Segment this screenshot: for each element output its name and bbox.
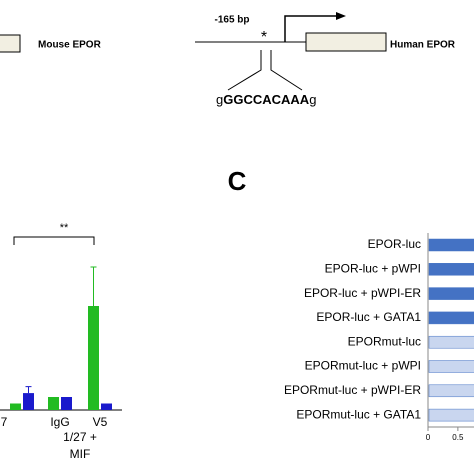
human-label: Human EPOR [390,40,456,51]
x-tick-label: IgG [50,415,69,429]
sequence: gGGCCACAAAg [216,92,316,107]
group-label: MIF [70,447,91,461]
bar [428,238,474,252]
seq-suffix: g [309,92,316,107]
error-bar [25,386,32,394]
bar [48,397,59,410]
x-tick-label: 7 [1,415,8,429]
y-tick-label: EPORmut-luc + pWPI-ER [284,383,421,397]
y-tick-label: EPOR-luc [368,237,421,251]
arrow-head [336,12,346,20]
human-gene-box [305,32,387,52]
y-tick-label: EPORmut-luc [348,334,421,348]
tss-arrow [284,15,340,42]
bar [61,397,72,410]
x-tick-label: 0 [426,433,431,442]
bar [428,287,474,300]
y-tick-label: EPOR-luc + pWPI-ER [304,286,421,300]
bar [428,335,474,349]
bar [88,306,99,410]
bar [428,263,474,276]
y-tick-label: EPORmut-luc + pWPI [305,359,421,373]
bar [23,393,34,410]
x-tick-label: 0.5 [452,433,464,442]
bar [428,360,474,373]
y-tick-label: EPOR-luc + GATA1 [316,310,421,324]
bar [428,384,474,398]
mouse-gene-box [0,34,21,53]
bar [428,311,474,325]
seq-core: GGCCACAAA [223,92,310,107]
significance-bracket [13,236,95,245]
y-tick-label: EPORmut-luc + GATA1 [296,407,421,421]
group-label: 1/27 + [63,430,97,444]
bar [101,403,112,410]
x-tick-label: V5 [93,415,108,429]
significance-label: ** [60,222,69,234]
y-tick-label: EPOR-luc + pWPI [325,261,421,275]
zoom-lines [227,50,303,91]
seq-prefix: g [216,92,223,107]
position-label: -165 bp [214,15,249,26]
bar [428,408,474,422]
error-bar [90,266,97,306]
bar [10,403,21,410]
site-marker: * [261,29,267,46]
panel-label: C [228,166,247,196]
mouse-label: Mouse EPOR [38,40,102,51]
